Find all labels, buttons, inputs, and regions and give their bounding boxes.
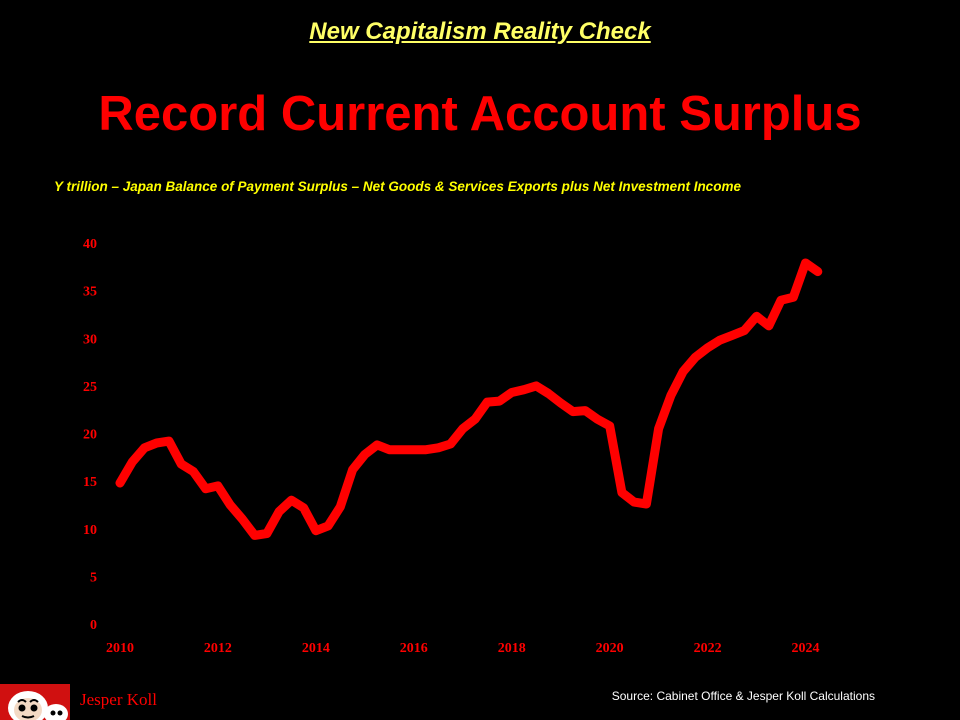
- chart-subtitle: Y trillion – Japan Balance of Payment Su…: [54, 179, 741, 194]
- y-tick-label: 10: [83, 523, 97, 538]
- x-axis-ticks: 2010 2012 2014 2016 2018 2020 2022 2024: [106, 641, 820, 656]
- y-tick-label: 20: [83, 428, 97, 443]
- line-chart: 0 5 10 15 20 25 30 35 40 2010 2012 2014 2016 2018 202…: [83, 237, 823, 656]
- x-tick-label: 2010: [106, 641, 134, 656]
- series-lines: [115, 258, 823, 540]
- x-tick-label: 2020: [596, 641, 624, 656]
- source-note: Source: Cabinet Office & Jesper Koll Cal…: [611, 689, 875, 703]
- y-tick-label: 40: [83, 237, 97, 252]
- y-tick-label: 35: [83, 285, 97, 300]
- y-tick-label: 0: [90, 618, 97, 633]
- y-tick-label: 30: [83, 332, 97, 347]
- daruma-icon: [0, 684, 70, 720]
- x-tick-label: 2014: [302, 641, 330, 656]
- x-tick-label: 2012: [204, 641, 232, 656]
- x-tick-label: 2024: [792, 641, 820, 656]
- x-tick-label: 2022: [694, 641, 722, 656]
- y-tick-label: 15: [83, 475, 97, 490]
- y-axis-ticks: 0 5 10 15 20 25 30 35 40: [83, 237, 97, 633]
- x-tick-label: 2016: [400, 641, 428, 656]
- headline: Record Current Account Surplus: [98, 87, 862, 141]
- x-tick-label: 2018: [498, 641, 526, 656]
- y-tick-label: 5: [90, 570, 97, 585]
- kicker-title: New Capitalism Reality Check: [309, 18, 651, 45]
- author-name: Jesper Koll: [80, 690, 157, 709]
- y-tick-label: 25: [83, 380, 97, 395]
- series-line: [115, 258, 823, 540]
